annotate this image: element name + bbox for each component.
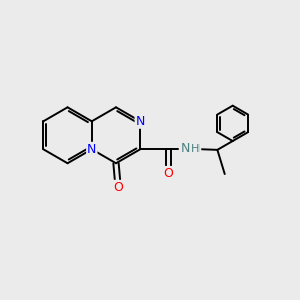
Text: N: N (180, 142, 190, 154)
Text: N: N (87, 143, 97, 156)
Text: H: H (192, 144, 200, 154)
Text: O: O (163, 167, 173, 180)
Text: N: N (180, 143, 189, 156)
Text: O: O (113, 181, 123, 194)
Text: N: N (136, 115, 145, 128)
Text: H: H (190, 144, 199, 154)
